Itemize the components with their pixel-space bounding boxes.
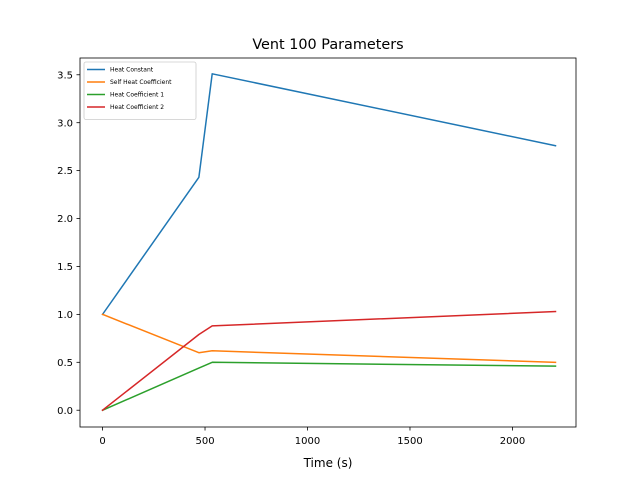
series-line-2: [101, 313, 557, 364]
x-tick-label: 0: [99, 436, 105, 447]
x-tick-label: 500: [195, 436, 214, 447]
y-tick-label: 0.0: [57, 406, 73, 417]
legend-label: Heat Coefficient 2: [110, 104, 164, 111]
x-tick-label: 2000: [500, 436, 525, 447]
legend-label: Self Heat Coefficient: [110, 79, 172, 86]
x-tick-label: 1500: [397, 436, 422, 447]
chart-title: Vent 100 Parameters: [252, 37, 403, 53]
y-tick-label: 1.0: [57, 310, 73, 321]
x-axis-label: Time (s): [303, 456, 353, 470]
legend: Heat Constant Self Heat Coefficient Heat C…: [83, 61, 197, 120]
series-line-4: [101, 310, 557, 412]
x-tick-label: 1000: [295, 436, 320, 447]
x-axis: 0 500 1000 1500 2000: [99, 427, 525, 447]
y-tick-label: 1.5: [57, 262, 73, 273]
series-line-3: [101, 361, 557, 412]
legend-label: Heat Constant: [110, 67, 154, 74]
plot-area: [101, 73, 557, 412]
series-line-1: [101, 73, 557, 316]
y-tick-label: 2.5: [57, 166, 73, 177]
y-axis: 0.0 0.5 1.0 1.5 2.0 2.5 3.0 3.5: [57, 70, 80, 417]
legend-label: Heat Coefficient 1: [110, 92, 164, 99]
legend-box: [83, 61, 197, 120]
y-tick-label: 2.0: [57, 214, 73, 225]
axes-frame: [79, 57, 577, 428]
y-tick-label: 0.5: [57, 358, 73, 369]
y-tick-label: 3.0: [57, 118, 73, 129]
y-tick-label: 3.5: [57, 70, 73, 81]
